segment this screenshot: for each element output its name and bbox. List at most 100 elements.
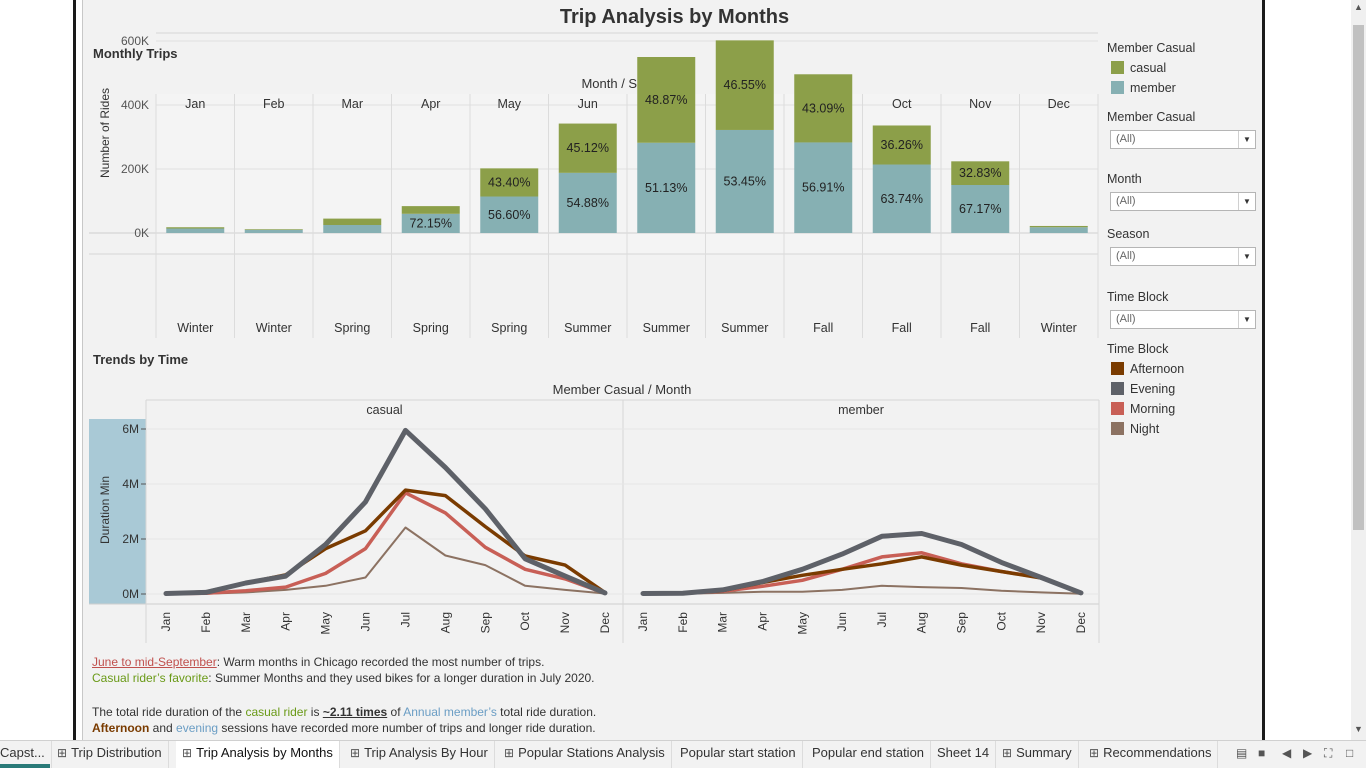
grid-icon: ⊞ — [1002, 746, 1013, 760]
tab-label: Trip Analysis by Months — [196, 745, 333, 760]
filter-time-block-select[interactable]: (All) ▼ — [1110, 310, 1256, 329]
grid-icon: ⊞ — [182, 746, 193, 760]
tab-popular-start-station[interactable]: Popular start station — [674, 741, 803, 768]
tab-recommendations[interactable]: ⊞ Recommendations — [1083, 741, 1219, 768]
legend-item-member[interactable]: member — [1111, 81, 1176, 97]
data-label-casual: 43.09% — [802, 101, 844, 115]
annotation-highlight: evening — [176, 721, 219, 735]
filter-value: (All) — [1116, 195, 1136, 207]
chevron-down-icon[interactable]: ▼ — [1238, 131, 1255, 148]
legend-label: Night — [1130, 422, 1160, 436]
scrollbar-thumb[interactable] — [1353, 25, 1364, 530]
tab-popular-stations-analysis[interactable]: ⊞ Popular Stations Analysis — [498, 741, 672, 768]
annotation-line-2: Casual rider’s favorite: Summer Months a… — [92, 671, 595, 685]
scroll-up-arrow-icon[interactable]: ▲ — [1354, 2, 1363, 12]
line-morning-casual — [164, 491, 607, 596]
bar-casual — [794, 74, 853, 143]
filter-season-label: Season — [1107, 227, 1150, 241]
legend-item-morning[interactable]: Morning — [1111, 402, 1175, 418]
month-header-label: Apr — [421, 97, 440, 111]
data-label-member: 54.88% — [567, 196, 609, 210]
season-label: Summer — [721, 321, 768, 335]
afternoon-swatch — [1111, 362, 1124, 375]
data-label-member: 53.45% — [724, 174, 766, 188]
annotation-line-1: June to mid-September: Warm months in Ch… — [92, 655, 544, 669]
month-header-label: Nov — [969, 97, 992, 111]
tab-trip-distribution[interactable]: ⊞ Trip Distribution — [51, 741, 169, 768]
sheet-tab-bar: Capst... ⊞ Trip Distribution ⊞ Trip Analys… — [0, 740, 1366, 768]
legend-item-evening[interactable]: Evening — [1111, 382, 1175, 398]
annotation-line-4: Afternoon and evening sessions have reco… — [92, 721, 596, 735]
tab-summary[interactable]: ⊞ Summary — [996, 741, 1079, 768]
chevron-down-icon[interactable]: ▼ — [1238, 248, 1255, 265]
tab-label: Popular start station — [680, 745, 796, 760]
data-label-casual: 45.12% — [567, 141, 609, 155]
season-label: Summer — [643, 321, 690, 335]
data-label-member: 67.17% — [959, 202, 1001, 216]
panel-label: member — [838, 403, 884, 417]
x-tick-label: Oct — [518, 611, 532, 630]
data-label-member: 51.13% — [645, 181, 687, 195]
chevron-down-icon[interactable]: ▼ — [1238, 193, 1255, 210]
bar-member — [715, 129, 774, 233]
vertical-scrollbar[interactable]: ▲ ▼ — [1351, 0, 1366, 740]
tab-sheet-14[interactable]: Sheet 14 — [931, 741, 997, 768]
next-sheet-icon[interactable]: ▶ — [1303, 746, 1313, 760]
legend-label: Evening — [1130, 382, 1176, 396]
y-tick-label: 0K — [134, 226, 149, 240]
previous-sheet-icon[interactable]: ◀ — [1282, 746, 1292, 760]
x-tick-label: Apr — [279, 612, 293, 631]
filmstrip-view-icon[interactable]: ▤ — [1236, 746, 1248, 760]
filter-member-casual-select[interactable]: (All) ▼ — [1110, 130, 1256, 149]
annotation-highlight: June to mid-September — [92, 655, 217, 669]
month-header-label: Oct — [892, 97, 912, 111]
morning-swatch — [1111, 402, 1124, 415]
member-month-header: Member Casual / Month — [552, 382, 692, 397]
x-tick-label: Jun — [835, 612, 849, 631]
tabs-view-icon[interactable]: ■ — [1258, 746, 1266, 760]
charts-canvas[interactable]: 0K 200K 400K 600K Number of Rides Jan Winter Fe… — [83, 0, 1103, 650]
tab-label: Recommendations — [1103, 745, 1212, 760]
filter-value: (All) — [1116, 250, 1136, 262]
season-label: Spring — [491, 321, 527, 335]
tab-label: Popular end station — [812, 745, 925, 760]
month-header-label: Mar — [341, 97, 363, 111]
line-evening-member — [640, 531, 1084, 596]
y-tick-label: 200K — [121, 162, 149, 176]
x-tick-label: Jul — [875, 612, 889, 627]
viewport: Trip Analysis by Months Monthly Trips Mo… — [73, 0, 1366, 740]
annotation-text: : Warm months in Chicago recorded the mo… — [216, 655, 545, 669]
bar-member — [794, 142, 853, 233]
bar-casual — [558, 123, 617, 173]
scroll-down-arrow-icon[interactable]: ▼ — [1354, 724, 1363, 734]
annotation-text: total ride duration. — [496, 705, 597, 719]
x-tick-label: May — [319, 612, 333, 635]
season-label: Winter — [1041, 321, 1077, 335]
tab-trip-analysis-by-months[interactable]: ⊞ Trip Analysis by Months — [176, 741, 340, 768]
y-axis-label: Duration Min — [98, 476, 112, 544]
fullscreen-icon[interactable]: ⛶ — [1324, 746, 1333, 760]
x-tick-label: Dec — [1074, 612, 1088, 633]
legend-item-casual[interactable]: casual — [1111, 61, 1166, 77]
presentation-icon[interactable]: □ — [1346, 746, 1354, 760]
tab-trip-analysis-by-hour[interactable]: ⊞ Trip Analysis By Hour — [344, 741, 495, 768]
annotation-highlight: casual rider — [245, 705, 308, 719]
filter-month-select[interactable]: (All) ▼ — [1110, 192, 1256, 211]
tab-capstone[interactable]: Capst... — [0, 741, 52, 768]
x-tick-label: Oct — [994, 611, 1008, 630]
bar-casual — [715, 40, 774, 130]
grid-icon: ⊞ — [1089, 746, 1100, 760]
annotation-text: is — [307, 705, 323, 719]
legend-item-night[interactable]: Night — [1111, 422, 1159, 438]
legend-item-afternoon[interactable]: Afternoon — [1111, 362, 1184, 378]
x-tick-label: Nov — [1034, 612, 1048, 633]
filter-month-label: Month — [1107, 172, 1142, 186]
filter-season-select[interactable]: (All) ▼ — [1110, 247, 1256, 266]
line-evening-casual — [163, 427, 608, 596]
annotation-highlight: Annual member’s — [403, 705, 497, 719]
tab-popular-end-station[interactable]: Popular end station — [806, 741, 932, 768]
x-tick-label: Jul — [398, 612, 412, 627]
chevron-down-icon[interactable]: ▼ — [1238, 311, 1255, 328]
x-tick-label: Aug — [438, 612, 452, 633]
season-label: Fall — [813, 321, 833, 335]
